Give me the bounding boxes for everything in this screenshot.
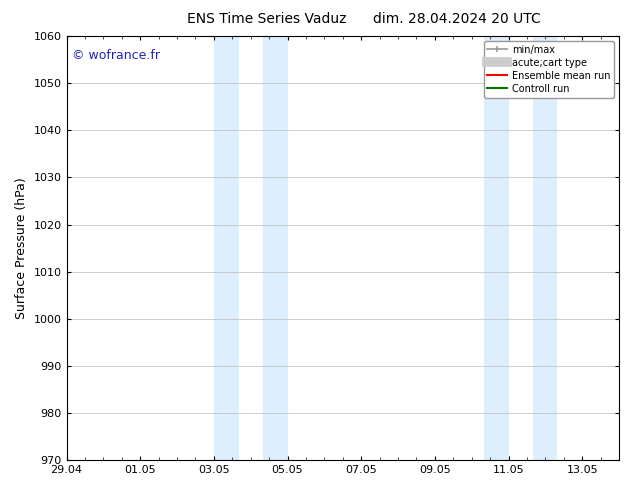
- Y-axis label: Surface Pressure (hPa): Surface Pressure (hPa): [15, 177, 28, 319]
- Text: © wofrance.fr: © wofrance.fr: [72, 49, 160, 62]
- Legend: min/max, acute;cart type, Ensemble mean run, Controll run: min/max, acute;cart type, Ensemble mean …: [484, 41, 614, 98]
- Text: dim. 28.04.2024 20 UTC: dim. 28.04.2024 20 UTC: [373, 12, 540, 26]
- Bar: [214, 36, 238, 460]
- Bar: [533, 36, 557, 460]
- Text: ENS Time Series Vaduz: ENS Time Series Vaduz: [186, 12, 346, 26]
- Bar: [484, 36, 508, 460]
- Bar: [263, 36, 288, 460]
